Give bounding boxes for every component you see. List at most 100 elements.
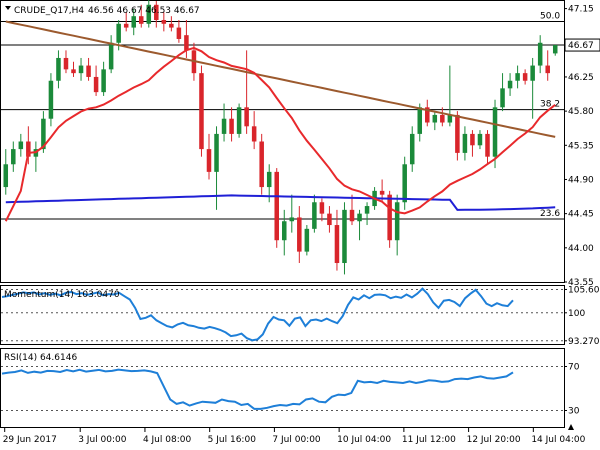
candle-body (48, 80, 54, 119)
sma-20-line (4, 46, 556, 222)
price-y-tick-label: 45.35 (568, 141, 594, 151)
candle-body (161, 19, 167, 24)
candle-body (530, 65, 535, 81)
candle-body (485, 133, 490, 157)
candle-body (334, 225, 340, 264)
candle-body (447, 114, 453, 123)
candle-body (236, 107, 242, 134)
triangle-down-icon[interactable] (5, 6, 11, 10)
candle-body (282, 221, 287, 241)
candle-body (455, 114, 460, 153)
rsi-panel-frame (0, 348, 565, 428)
candle-body (470, 133, 475, 146)
price-y-tick-label: 45.80 (568, 107, 594, 117)
candle-body (71, 69, 76, 74)
scroll-arrow-icon (568, 424, 574, 430)
indicator-line (1, 368, 514, 410)
candle-body (199, 73, 204, 150)
price-panel: 43.55 44.00 44.45 44.90 45.35 45.80 46.25 46.67… (1, 0, 600, 288)
candle-body (244, 107, 249, 127)
candle-body (289, 217, 295, 222)
candle-body (18, 141, 24, 150)
price-y-tick-label: 47.15 (568, 5, 594, 15)
candle-body (409, 133, 415, 165)
indicator-y-tick-label: 105.6089 (568, 285, 600, 295)
candle-body (176, 27, 182, 39)
current-price-label: 46.67 (568, 41, 594, 51)
candle-body (319, 202, 325, 214)
current-price-box (564, 38, 600, 52)
ohlc-label: 46.56 46.67 46.53 46.67 (88, 6, 200, 16)
candle-body (56, 57, 61, 81)
candle-body (86, 65, 91, 77)
candle-body (357, 213, 362, 222)
price-y-tick-label: 44.00 (568, 244, 594, 254)
momentum-panel: 93.2703 100 105.6089 (1, 285, 600, 347)
indicator-y-tick-label: 70 (568, 363, 580, 373)
x-tick-label: 29 Jun 2017 (3, 435, 57, 445)
candle-body (387, 194, 392, 241)
candle-body (327, 213, 332, 226)
price-y-tick-label: 46.25 (568, 73, 594, 83)
x-tick-label: 11 Jul 12:00 (402, 435, 456, 445)
candle-body (492, 107, 498, 157)
candle-body (507, 80, 513, 89)
indicator-line (1, 287, 514, 342)
candle-body (214, 133, 219, 172)
price-y-tick-label: 44.90 (568, 175, 594, 185)
candle-body (364, 206, 370, 214)
x-tick-label: 3 Jul 00:00 (78, 435, 127, 445)
candle-body (545, 65, 550, 74)
candle-body (266, 171, 272, 188)
candle-body (229, 118, 234, 134)
sma-200-line (5, 194, 556, 211)
rsi-panel: 70 30 (1, 363, 580, 417)
candle-body (515, 73, 520, 81)
candle-body (26, 141, 31, 157)
candle-body (440, 114, 445, 123)
x-tick-label: 7 Jul 00:00 (272, 435, 321, 445)
rsi-label: RSI(14) 64.6146 (4, 353, 77, 363)
indicator-y-tick-label: 100 (568, 309, 585, 319)
candle-body (477, 133, 483, 146)
indicator-y-tick-label: 30 (568, 407, 580, 417)
candle-body (432, 114, 438, 123)
candle-body (146, 4, 152, 24)
candle-body (251, 126, 257, 142)
candle-body (116, 23, 121, 43)
candle-body (206, 149, 212, 172)
candle-body (154, 4, 159, 20)
indicator-y-tick-label: 93.2703 (568, 337, 600, 347)
candle-body (500, 88, 505, 108)
x-tick-label: 4 Jul 08:00 (143, 435, 192, 445)
price-y-tick-label: 43.55 (568, 278, 594, 288)
candle-body (41, 118, 46, 150)
candle-body (123, 23, 129, 28)
candle-body (379, 190, 385, 195)
candle-body (3, 164, 9, 188)
candle-body (522, 73, 528, 81)
candle-body (274, 171, 279, 241)
candle-body (402, 164, 407, 203)
symbol-label: CRUDE_Q17,H4 (14, 6, 84, 16)
x-axis: 29 Jun 2017 3 Jul 00:00 4 Jul 08:00 5 Jul 1… (3, 424, 586, 445)
momentum-label: Momentum(14) 103.0470 (4, 290, 120, 300)
candle-body (304, 228, 310, 252)
candle-body (184, 35, 189, 51)
candle-body (78, 65, 84, 74)
x-tick-label: 5 Jul 16:00 (208, 435, 257, 445)
candle-body (259, 141, 264, 188)
price-y-tick-label: 44.45 (568, 210, 594, 220)
candle-body (138, 16, 144, 24)
sma-100-line (5, 20, 556, 138)
candle-body (131, 16, 136, 28)
candle-body (63, 57, 69, 70)
candle-body (349, 209, 355, 222)
candle-body (93, 76, 99, 93)
candle-body (11, 149, 16, 165)
fibonacci-level-label: 38.2 (540, 100, 560, 110)
candle-body (552, 45, 558, 54)
candle-body (169, 23, 174, 28)
x-tick-label: 10 Jul 04:00 (337, 435, 391, 445)
candle-body (101, 69, 106, 93)
